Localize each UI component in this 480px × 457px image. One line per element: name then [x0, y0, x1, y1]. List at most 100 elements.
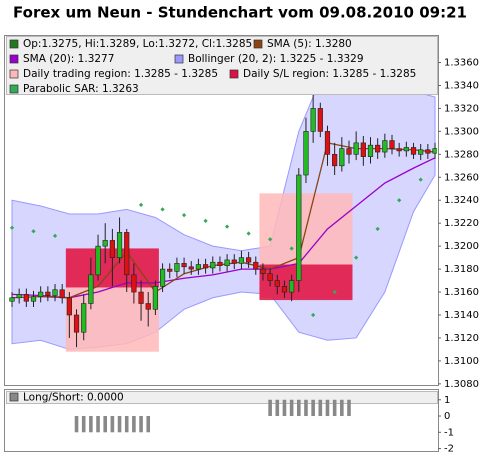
y-tick-label: 1.3200: [444, 241, 479, 252]
sar-dot: [375, 226, 380, 232]
legend-label: SMA (5): 1.3280: [267, 38, 352, 50]
bar: [325, 399, 330, 417]
candle-body: [38, 291, 44, 297]
sar-dot: [9, 225, 15, 230]
candle-body: [332, 154, 338, 167]
y-tick-label: 1: [444, 395, 450, 406]
candle-body: [367, 144, 374, 157]
candle-body: [16, 294, 22, 299]
legend-swatch: [229, 69, 239, 79]
plot-area: [9, 61, 437, 352]
candle-body: [195, 264, 202, 270]
candle-body: [324, 131, 331, 155]
legend-label: SMA (20): 1.3277: [23, 53, 114, 65]
candle-body: [238, 257, 245, 264]
candle-body: [95, 245, 101, 276]
candle-body: [124, 232, 130, 276]
y-tick-label: 1.3120: [444, 333, 479, 344]
legend-swatch: [174, 54, 184, 64]
candle-body: [396, 148, 402, 152]
sar-dot: [354, 255, 359, 260]
sar-dot: [138, 202, 144, 207]
candle-body: [73, 314, 80, 333]
sar-dot: [31, 229, 36, 234]
sar-dot: [267, 237, 273, 242]
candle-body: [188, 266, 194, 270]
sar-dot: [289, 246, 294, 251]
candle-body: [81, 303, 87, 333]
legend-label: Parabolic SAR: 1.3263: [23, 83, 139, 95]
bar: [74, 416, 79, 433]
region-box: [259, 264, 353, 301]
candle-body: [353, 142, 359, 155]
legend-label: Bollinger (20, 2): 1.3225 - 1.3329: [188, 53, 364, 65]
sar-dot: [224, 224, 230, 229]
bar: [146, 416, 151, 433]
candle-body: [317, 108, 323, 132]
candle-body: [303, 131, 309, 176]
bar: [117, 416, 122, 433]
candle-body: [59, 289, 65, 299]
sar-dot: [203, 218, 208, 224]
legend-swatch: [9, 69, 19, 79]
bar: [110, 416, 115, 433]
sar-dot: [311, 312, 316, 318]
candle-body: [23, 294, 29, 302]
y-tick-label: 1.3320: [444, 103, 479, 114]
candle-body: [253, 261, 259, 270]
legend-swatch: [9, 84, 19, 94]
sar-dot: [332, 289, 337, 295]
bar: [282, 399, 287, 417]
bar: [275, 399, 280, 417]
candle-body: [346, 148, 352, 155]
y-tick-label: 1.3280: [444, 149, 479, 160]
candle-body: [281, 286, 288, 293]
y-tick-label: 1.3260: [444, 172, 479, 183]
candle-body: [217, 261, 223, 266]
candle-body: [375, 144, 381, 153]
candle-body: [274, 280, 280, 287]
candle-body: [52, 289, 58, 296]
candle-body: [167, 268, 173, 272]
y-tick-label: 1.3080: [444, 379, 479, 390]
candle-body: [310, 108, 316, 132]
legend-label: Long/Short: 0.0000: [23, 392, 124, 404]
candle-body: [425, 149, 431, 154]
y-tick-label: 1.3360: [444, 58, 479, 69]
legend: Op:1.3275, Hi:1.3289, Lo:1.3272, Cl:1.32…: [6, 36, 438, 95]
candle-body: [267, 273, 273, 281]
candle-body: [174, 263, 180, 272]
sar-dot: [160, 207, 165, 212]
y-tick-label: 1.3180: [444, 264, 479, 275]
candle-body: [410, 147, 417, 155]
y-tick-label: 1.3160: [444, 287, 479, 298]
legend-label: Daily trading region: 1.3285 - 1.3285: [23, 68, 218, 80]
candle-body: [224, 259, 230, 266]
candle-body: [403, 147, 409, 152]
candle-body: [360, 142, 366, 157]
bar: [289, 399, 294, 417]
legend-swatch: [253, 39, 263, 49]
y-tick-label: 1.3220: [444, 218, 479, 229]
bar: [96, 416, 100, 433]
legend-swatch: [9, 39, 19, 49]
candle-body: [9, 297, 15, 302]
bar: [332, 399, 337, 417]
candle-body: [260, 268, 266, 274]
bar: [89, 416, 93, 433]
y-tick-label: 1.3100: [444, 356, 479, 367]
bar: [103, 416, 108, 433]
candle-body: [145, 303, 151, 310]
y-tick-label: 1.3240: [444, 195, 479, 206]
bar: [139, 416, 143, 433]
candle-body: [30, 296, 37, 302]
legend-label: Daily S/L region: 1.3285 - 1.3285: [243, 68, 416, 80]
bar: [347, 399, 351, 417]
sar-dot: [397, 198, 402, 203]
legend-label: Op:1.3275, Hi:1.3289, Lo:1.3272, Cl:1.32…: [23, 38, 252, 50]
candle-body: [202, 264, 209, 269]
candle-body: [246, 257, 252, 263]
bar: [304, 399, 308, 417]
candle-body: [109, 240, 115, 258]
